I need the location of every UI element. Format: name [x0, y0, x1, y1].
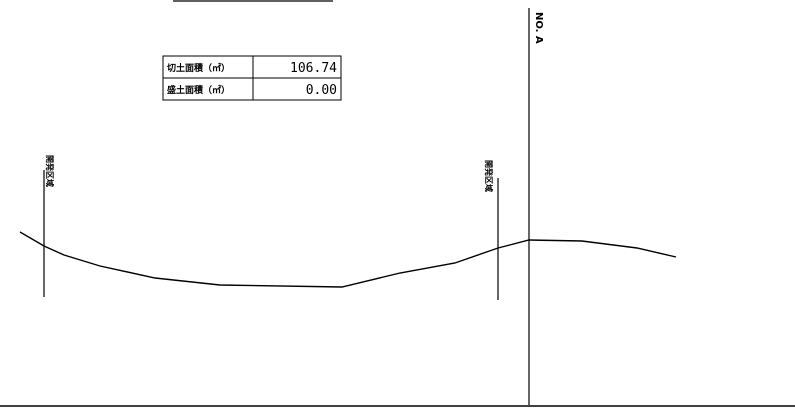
fill-area-value: 0.00	[306, 83, 337, 98]
station-label: NO. A	[533, 12, 544, 44]
cut-area-label: 切土面積（㎡）	[167, 62, 230, 74]
area-table: 切土面積（㎡） 106.74 盛土面積（㎡） 0.00	[162, 55, 342, 101]
fill-area-label: 盛土面積（㎡）	[167, 84, 230, 96]
right-boundary-label: 開発区域	[484, 160, 494, 192]
cut-area-value: 106.74	[290, 61, 337, 76]
left-boundary-label: 開発区域	[45, 155, 55, 187]
ground-profile-line	[19, 231, 677, 288]
